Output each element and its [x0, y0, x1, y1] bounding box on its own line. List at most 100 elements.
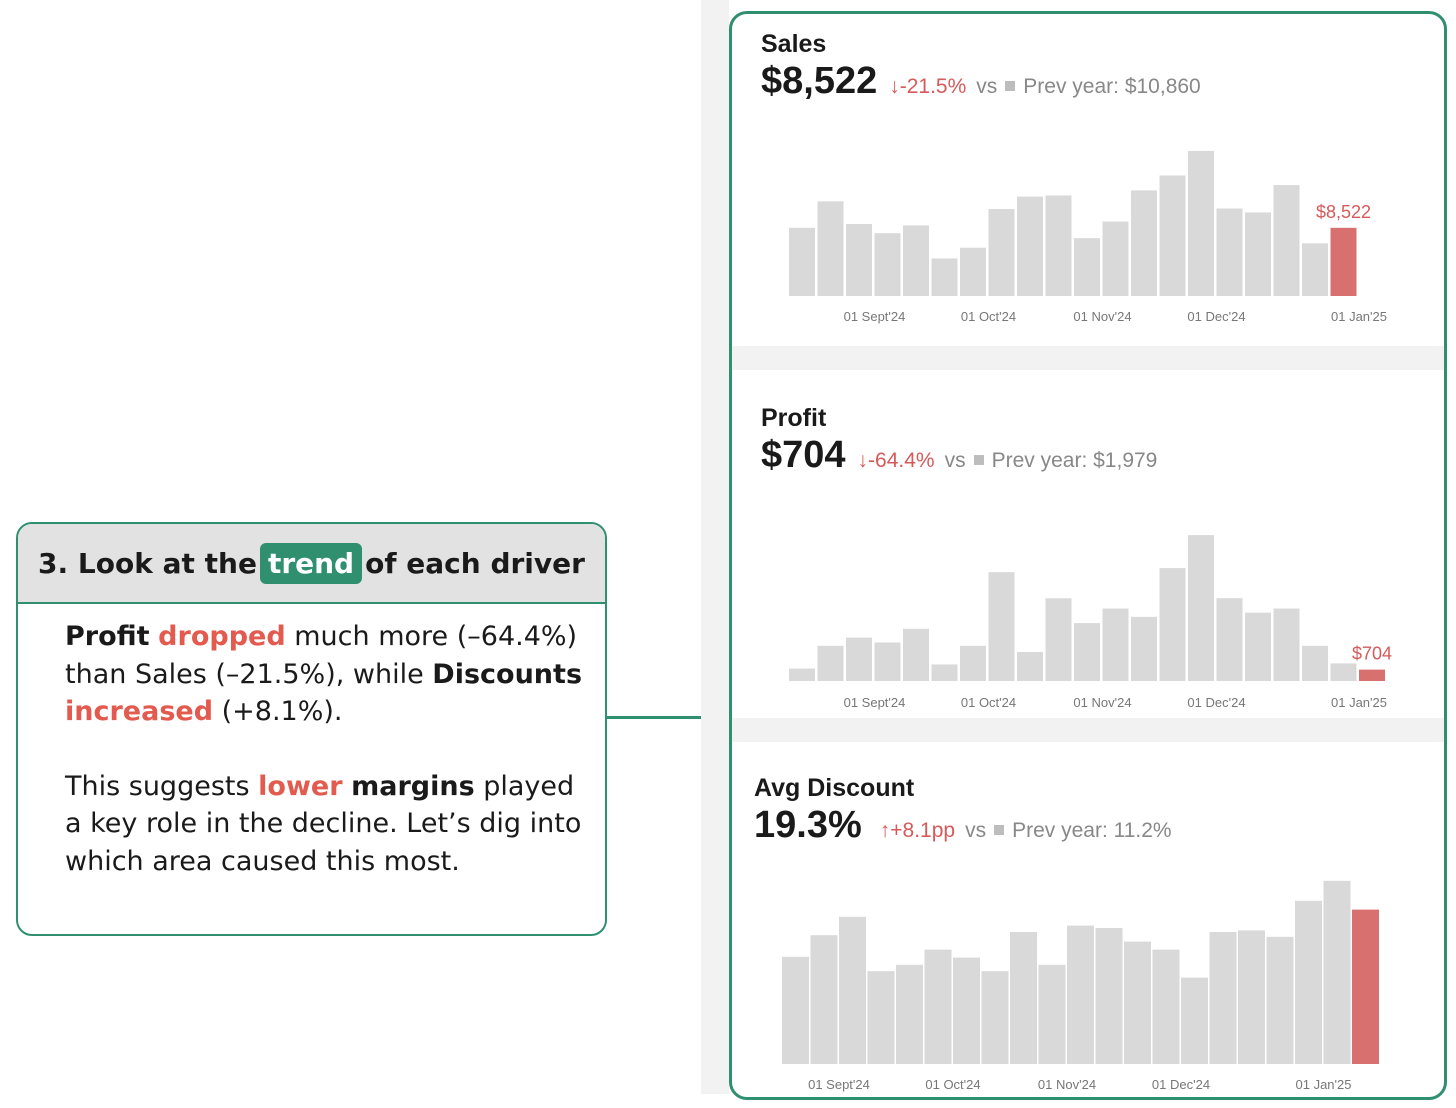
profit-vs: vs — [944, 449, 966, 472]
profit-title: Profit — [761, 404, 827, 432]
profit-delta: ↓-64.4% — [857, 449, 935, 472]
bar — [839, 916, 866, 1064]
callout-paragraph-1: Profit dropped much more (–64.4%) than S… — [65, 618, 585, 731]
bar — [960, 645, 986, 681]
bar-current-month — [1359, 669, 1385, 681]
profit-bar-chart: $704 01 Sept'24 01 Oct'24 01 Nov'24 01 Dec'2… — [789, 535, 1392, 710]
profit-kpi-line: $704 ↓-64.4% vs Prev year: $1,979 — [761, 434, 1157, 477]
x-tick-label: 01 Jan'25 — [1296, 1077, 1352, 1092]
heading-prefix: 3. Look at the — [38, 546, 257, 580]
bar — [1209, 932, 1237, 1064]
bar — [1017, 652, 1043, 681]
p2-text-2: played a key role in the decline. Let’s … — [65, 770, 582, 877]
dropped-word: dropped — [158, 621, 286, 652]
bar — [1188, 535, 1214, 681]
margins-word: margins — [351, 770, 475, 802]
current-value-label: $704 — [1352, 644, 1392, 664]
profit-word: Profit — [65, 621, 150, 652]
sales-bar-chart: $8,522 01 Sept'24 01 Oct'24 01 Nov'24 01 Dec… — [789, 150, 1387, 324]
x-tick-label: 01 Dec'24 — [1187, 309, 1245, 324]
profit-prev-year: Prev year: $1,979 — [991, 449, 1158, 472]
sales-panel: Sales $8,522 ↓-21.5% vs Prev year: $10,8… — [732, 14, 1444, 346]
bar — [1159, 175, 1186, 296]
sales-value: $8,522 — [761, 60, 878, 102]
discount-bar-chart: 01 Sept'24 01 Oct'24 01 Nov'24 01 Dec'24 01 … — [782, 880, 1379, 1092]
bar — [1038, 964, 1066, 1064]
discount-vs: vs — [965, 819, 987, 842]
discount-delta: ↑+8.1pp — [879, 819, 956, 842]
sales-vs: vs — [976, 75, 998, 98]
p2-text-1: This suggests — [65, 770, 259, 802]
bar — [903, 225, 929, 296]
panel-divider-2 — [732, 718, 1444, 742]
discount-kpi-line: 19.3% ↑+8.1pp vs Prev year: 11.2% — [754, 804, 1172, 847]
profit-panel: Profit $704 ↓-64.4% vs Prev year: $1,979… — [732, 370, 1444, 718]
bar — [1266, 936, 1294, 1064]
bar — [1245, 612, 1271, 681]
callout-body: Profit dropped much more (–64.4%) than S… — [18, 604, 605, 880]
bar — [1102, 221, 1129, 296]
bar — [988, 209, 1015, 296]
bar — [960, 247, 986, 296]
bar — [981, 971, 1009, 1064]
bar — [1124, 941, 1151, 1064]
bar — [874, 642, 901, 681]
bar — [1131, 616, 1157, 681]
x-tick-label: 01 Jan'25 — [1331, 695, 1387, 710]
discount-title: Avg Discount — [754, 774, 915, 802]
bar — [931, 664, 958, 681]
x-tick-label: 01 Oct'24 — [925, 1077, 980, 1092]
bar — [1188, 150, 1214, 296]
bar — [1045, 195, 1072, 296]
bar — [1238, 930, 1265, 1064]
prev-year-legend-swatch — [994, 825, 1005, 835]
p1-text-2: (+8.1%). — [213, 696, 343, 727]
p1-text-1: much more (–64.4%) than Sales (–21.5%), … — [65, 621, 578, 690]
callout-paragraph-2: This suggests lower margins played a key… — [65, 768, 585, 881]
bar — [867, 971, 895, 1064]
bar — [1152, 949, 1180, 1064]
callout-heading: 3. Look at the trend of each driver — [18, 524, 605, 604]
x-tick-label: 01 Oct'24 — [961, 309, 1016, 324]
bar — [789, 668, 815, 681]
bar — [874, 233, 901, 296]
bar — [1159, 568, 1186, 681]
bar — [1045, 598, 1072, 681]
bar — [896, 964, 923, 1064]
bar — [1330, 663, 1357, 681]
bar — [1216, 208, 1243, 296]
x-tick-label: 01 Sept'24 — [808, 1077, 870, 1092]
discount-value: 19.3% — [754, 804, 862, 846]
bar — [924, 949, 952, 1064]
bar — [1074, 238, 1100, 296]
bar — [1216, 598, 1243, 681]
x-tick-label: 01 Sept'24 — [844, 309, 906, 324]
bar-current-month — [1352, 909, 1379, 1064]
bar — [1102, 608, 1129, 681]
bar — [1273, 185, 1300, 296]
x-tick-label: 01 Oct'24 — [961, 695, 1016, 710]
bar — [1273, 608, 1300, 681]
bar — [1074, 623, 1100, 681]
bar — [810, 935, 838, 1064]
sales-prev-year: Prev year: $10,860 — [1023, 75, 1201, 98]
discount-panel: Avg Discount 19.3% ↑+8.1pp vs Prev year:… — [732, 742, 1444, 1097]
bar — [817, 201, 844, 296]
bar — [1302, 243, 1328, 296]
bar — [1323, 880, 1351, 1064]
panel-divider-1 — [732, 346, 1444, 370]
bar — [1181, 977, 1208, 1064]
bar — [1302, 645, 1328, 681]
bar — [931, 258, 958, 296]
insight-callout: 3. Look at the trend of each driver Prof… — [16, 522, 607, 936]
bar — [988, 572, 1015, 681]
prev-year-legend-swatch — [1005, 81, 1016, 91]
increased-word: increased — [65, 696, 214, 727]
bar — [782, 956, 809, 1064]
bar — [903, 628, 929, 681]
x-tick-label: 01 Nov'24 — [1073, 695, 1131, 710]
bar — [846, 637, 872, 681]
bar — [1245, 212, 1271, 296]
sales-delta: ↓-21.5% — [889, 75, 967, 98]
sales-kpi-line: $8,522 ↓-21.5% vs Prev year: $10,860 — [761, 60, 1201, 103]
